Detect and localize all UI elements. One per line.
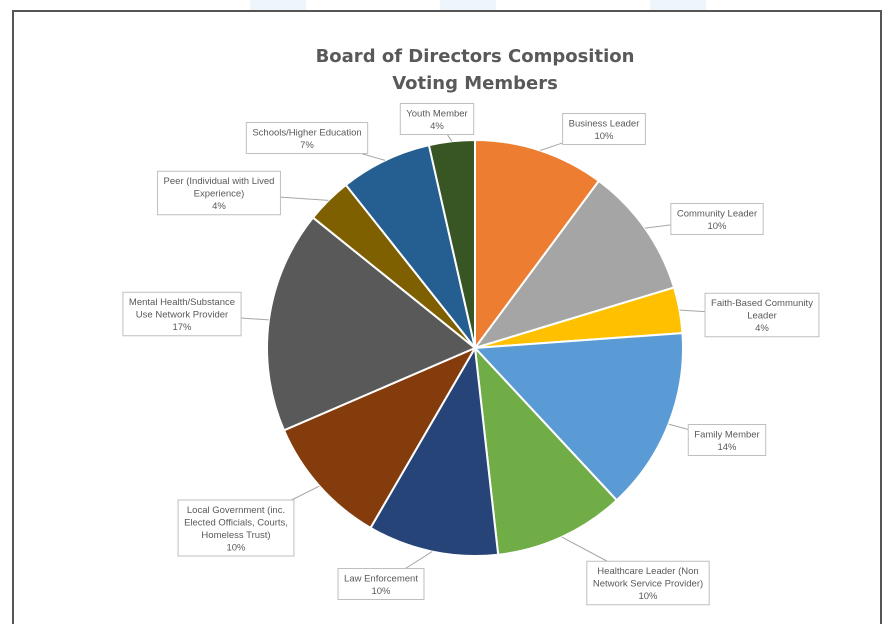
data-label-box — [562, 113, 646, 145]
data-label-text: Experience) — [194, 189, 245, 200]
chart-subtitle: Voting Members — [392, 73, 558, 94]
data-label-percent: 4% — [430, 121, 444, 132]
data-label-box — [687, 424, 767, 456]
data-label-box — [670, 203, 764, 235]
pie-slice-healthcare-leader-non-network-service-provider — [473, 345, 619, 556]
leader-line — [668, 423, 689, 430]
data-label-local-government-inc-elected-officials-courts-homeless-trust: Local Government (inc.Elected Officials,… — [177, 499, 295, 557]
data-label-box — [337, 568, 425, 600]
data-label-text: Local Government (inc. — [187, 505, 285, 516]
data-label-text: Family Member — [694, 429, 759, 440]
data-label-percent: 10% — [594, 131, 614, 142]
data-label-percent: 14% — [717, 442, 737, 453]
data-label-box — [157, 170, 281, 216]
data-label-box — [245, 122, 369, 154]
data-label-text: Elected Officials, Courts, — [184, 517, 288, 528]
leader-line — [561, 536, 608, 562]
data-label-percent: 10% — [226, 542, 246, 553]
data-label-text: Schools/Higher Education — [252, 127, 361, 138]
data-label-text: Peer (Individual with Lived — [164, 176, 275, 187]
data-label-text: Business Leader — [569, 118, 640, 129]
data-label-text: Youth Member — [406, 108, 467, 119]
leader-line — [644, 224, 671, 229]
data-label-mental-health-substance-use-network-provider: Mental Health/Substance Use Network Provi… — [122, 291, 242, 337]
data-label-text: Leader — [747, 311, 777, 322]
data-label-box — [177, 499, 295, 557]
data-label-peer-individual-with-lived-experience: Peer (Individual with Lived Experience)4% — [157, 170, 281, 216]
data-label-box — [704, 292, 820, 338]
pie-slice-mental-health-substance-use-network-provider — [266, 216, 477, 432]
data-label-percent: 10% — [638, 591, 658, 602]
data-label-text: Mental Health/Substance — [129, 297, 235, 308]
leader-line — [280, 196, 329, 201]
data-label-text: Healthcare Leader (Non — [597, 566, 698, 577]
leader-line — [291, 485, 320, 501]
data-label-percent: 4% — [755, 323, 769, 334]
leader-line — [360, 153, 386, 161]
data-label-percent: 7% — [300, 140, 314, 151]
data-label-family-member: Family Member 14% — [687, 424, 767, 456]
data-labels: Business Leader 10% Community Leader 10% Fai… — [122, 103, 820, 606]
data-label-text: Law Enforcement — [344, 573, 418, 584]
data-label-healthcare-leader-non-network-service-provider: Healthcare Leader (Non Network Service Pr… — [586, 560, 710, 606]
data-label-text: Faith-Based Community — [711, 298, 813, 309]
data-label-text: Network Service Provider) — [593, 579, 703, 590]
chart-title: Board of Directors Composition — [316, 46, 635, 67]
leader-line — [241, 317, 269, 321]
data-label-percent: 10% — [371, 586, 391, 597]
data-label-percent: 4% — [212, 201, 226, 212]
data-label-text: Use Network Provider — [136, 310, 228, 321]
data-label-youth-member: Youth Member 4% — [399, 103, 475, 135]
data-label-law-enforcement: Law Enforcement 10% — [337, 568, 425, 600]
data-label-box — [586, 560, 710, 606]
data-label-text: Community Leader — [677, 208, 757, 219]
data-label-percent: 17% — [172, 322, 192, 333]
data-label-community-leader: Community Leader 10% — [670, 203, 764, 235]
pie-slices — [266, 138, 684, 557]
data-label-text: Homeless Trust) — [201, 530, 270, 541]
data-label-box — [122, 291, 242, 337]
data-label-box — [399, 103, 475, 135]
data-label-schools-higher-education: Schools/Higher Education 7% — [245, 122, 369, 154]
pie-chart: Board of Directors Composition Voting Me… — [122, 46, 820, 606]
pie-slice-law-enforcement — [369, 344, 500, 557]
pie-slice-community-leader — [472, 179, 676, 350]
leader-line — [405, 551, 433, 569]
data-label-business-leader: Business Leader 10% — [562, 113, 646, 145]
leader-line — [679, 309, 706, 313]
chart-frame: Board of Directors Composition Voting Me… — [12, 10, 882, 624]
leader-line — [540, 142, 563, 151]
data-label-percent: 10% — [707, 221, 727, 232]
leader-line — [446, 134, 453, 142]
